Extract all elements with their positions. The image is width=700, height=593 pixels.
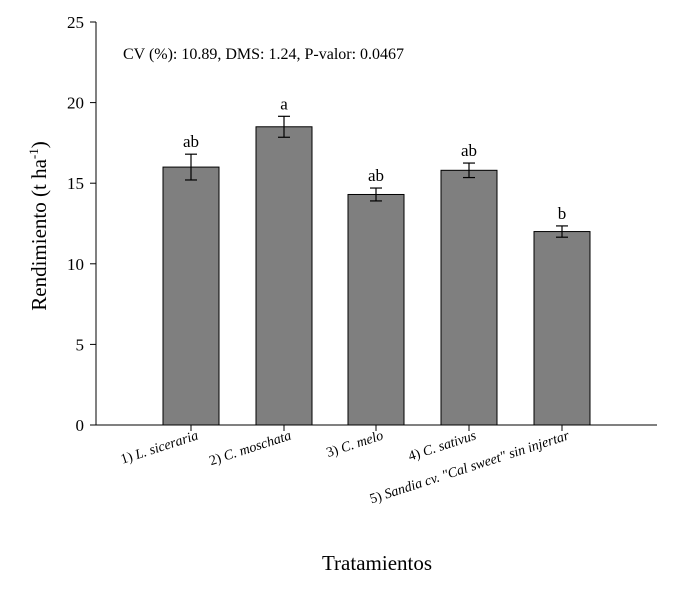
bar	[255, 126, 313, 426]
error-bar	[463, 162, 475, 179]
y-axis-title-superscript: -1	[26, 148, 41, 159]
bar	[162, 166, 220, 426]
significance-letter: a	[280, 94, 288, 113]
y-tick-label: 20	[67, 94, 84, 113]
bar	[440, 169, 498, 426]
significance-letter: ab	[368, 166, 384, 185]
x-tick-label: 2) C. moschata	[208, 429, 294, 470]
error-bar	[278, 115, 290, 138]
y-tick-label: 5	[76, 335, 85, 354]
y-tick-label: 15	[67, 174, 84, 193]
x-tick-label: 4) C. sativus	[407, 428, 479, 464]
y-tick-label: 25	[67, 13, 84, 32]
x-tick-label: 1) L. siceraria	[119, 429, 200, 468]
y-tick-label: 0	[76, 416, 85, 435]
x-tick-label: 3) C. melo	[325, 429, 385, 461]
error-bar	[370, 187, 382, 202]
stats-annotation: CV (%): 10.89, DMS: 1.24, P-valor: 0.046…	[123, 46, 404, 63]
y-tick-label: 10	[67, 255, 84, 274]
y-axis-title-main: Rendimiento (t ha	[27, 158, 51, 310]
y-axis-title-close: )	[27, 141, 51, 148]
bar	[533, 231, 591, 426]
bar	[347, 193, 405, 426]
error-bar	[556, 225, 568, 238]
significance-letter: b	[558, 204, 567, 223]
y-axis-title: Rendimiento (t ha-1)	[26, 141, 51, 310]
bars	[162, 115, 591, 426]
x-axis-title: Tratamientos	[322, 551, 432, 575]
error-bar	[185, 153, 197, 181]
significance-letter: ab	[183, 132, 199, 151]
significance-letter: ab	[461, 141, 477, 160]
